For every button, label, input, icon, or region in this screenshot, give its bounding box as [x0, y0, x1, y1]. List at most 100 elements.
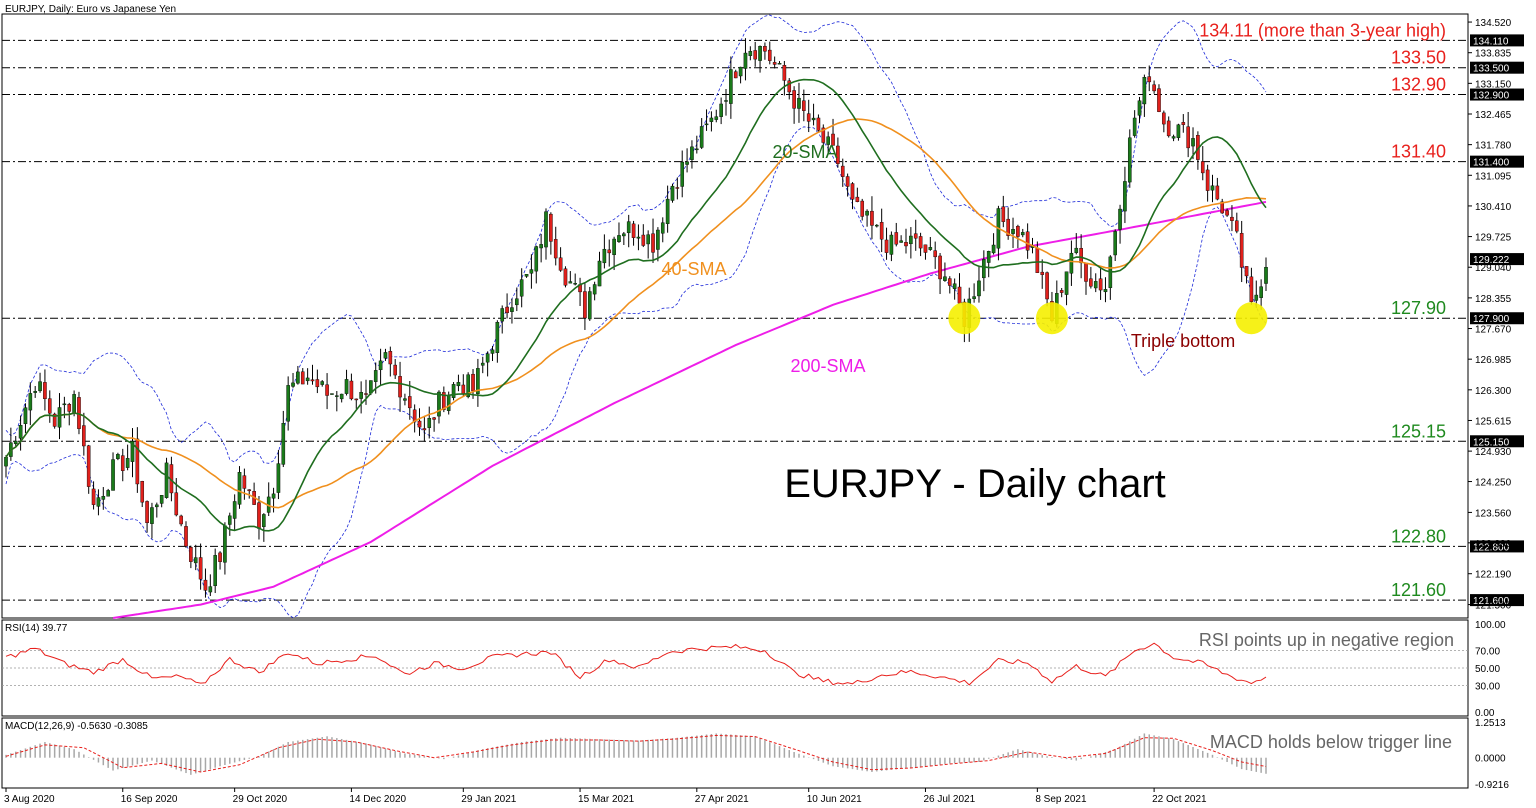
bullish-candle	[568, 281, 573, 284]
bullish-candle	[602, 248, 607, 264]
bullish-candle	[271, 493, 276, 499]
bullish-candle	[227, 515, 232, 525]
y-tick-label: 131.095	[1475, 171, 1512, 182]
x-tick-label: 27 Apr 2021	[695, 794, 749, 805]
bearish-candle	[1084, 262, 1088, 282]
bullish-candle	[539, 244, 543, 249]
bearish-candle	[836, 145, 840, 164]
sma40-line	[5, 118, 1267, 509]
bearish-candle	[1098, 278, 1103, 291]
bullish-candle	[660, 222, 665, 234]
bullish-candle	[986, 251, 991, 263]
bearish-candle	[821, 127, 826, 143]
current-price-label: 129.222	[1473, 255, 1510, 266]
bullish-candle	[656, 229, 660, 250]
bullish-candle	[28, 393, 33, 411]
bullish-candle	[622, 233, 626, 237]
bullish-candle	[208, 586, 213, 593]
bearish-candle	[1205, 169, 1210, 191]
bearish-candle	[894, 232, 899, 245]
bearish-candle	[1166, 120, 1171, 137]
bullish-candle	[427, 418, 432, 428]
bearish-candle	[67, 404, 72, 412]
bearish-candle	[870, 210, 874, 226]
bullish-candle	[466, 374, 470, 398]
bullish-candle	[500, 308, 505, 322]
bullish-candle	[237, 472, 242, 505]
bearish-candle	[1181, 122, 1186, 125]
bullish-candle	[373, 370, 378, 382]
y-tick-label: 128.355	[1475, 294, 1512, 305]
bullish-candle	[62, 403, 67, 406]
bullish-candle	[159, 495, 164, 504]
bearish-candle	[1230, 216, 1234, 221]
y-tick-label: 131.780	[1475, 141, 1512, 152]
bearish-candle	[763, 46, 767, 52]
bearish-candle	[558, 257, 563, 271]
bullish-candle	[524, 274, 529, 277]
y-tick-label: 122.880	[1475, 539, 1512, 550]
bearish-candle	[923, 244, 928, 253]
bullish-candle	[738, 66, 743, 77]
bearish-candle	[471, 373, 475, 392]
bullish-candle	[291, 382, 295, 387]
chart-annotation: 200-SMA	[790, 356, 865, 376]
y-tick-label: 130.410	[1475, 202, 1512, 213]
rsi-y-tick-label: 0.00	[1475, 708, 1495, 719]
bearish-candle	[218, 552, 222, 562]
bearish-candle	[802, 100, 806, 111]
bearish-candle	[189, 547, 193, 562]
bearish-candle	[1006, 218, 1010, 236]
bullish-candle	[1210, 185, 1215, 191]
level-label: 122.80	[1391, 526, 1446, 546]
y-tick-label: 129.040	[1475, 263, 1512, 274]
bullish-candle	[991, 244, 996, 254]
bullish-candle	[1127, 137, 1132, 183]
bearish-candle	[52, 413, 57, 427]
level-label: 125.15	[1391, 421, 1446, 441]
macd-y-tick-label: -0.9216	[1475, 780, 1509, 791]
y-tick-label: 124.250	[1475, 478, 1512, 489]
bearish-candle	[1200, 161, 1205, 174]
main-panel: 134.11 (more than 3-year high) 134.110 133…	[2, 14, 1524, 619]
bullish-candle	[383, 352, 388, 359]
bearish-candle	[242, 475, 247, 489]
macd-panel: 1.2513 0.0000 -0.9216	[5, 718, 1509, 791]
x-tick-label: 8 Sep 2021	[1035, 794, 1087, 805]
bearish-candle	[787, 80, 792, 93]
bearish-candle	[1147, 76, 1152, 83]
bearish-candle	[393, 364, 397, 376]
bullish-candle	[529, 269, 534, 274]
bullish-candle	[1069, 252, 1074, 274]
triple-bottom-marker	[948, 302, 981, 335]
bearish-candle	[845, 176, 850, 187]
bullish-candle	[339, 393, 344, 400]
bearish-candle	[855, 196, 860, 202]
triple-bottom-marker	[1035, 302, 1068, 335]
bearish-candle	[1249, 276, 1254, 303]
bearish-candle	[300, 371, 305, 385]
bearish-candle	[198, 557, 203, 580]
triple-bottom-marker	[1235, 302, 1268, 335]
bullish-candle	[96, 497, 101, 507]
y-tick-label: 127.670	[1475, 325, 1512, 336]
bullish-candle	[758, 46, 762, 61]
macd-header: MACD(12,26,9) -0.5630 -0.3085	[5, 721, 148, 732]
level-price-box-label: 122.800	[1473, 542, 1510, 553]
rsi-y-tick-label: 100.00	[1475, 620, 1506, 631]
bearish-candle	[432, 417, 436, 420]
rsi-y-tick-label: 50.00	[1475, 664, 1500, 675]
level-price-box	[1470, 88, 1524, 101]
bearish-candle	[315, 379, 320, 388]
level-label: 121.60	[1391, 580, 1446, 600]
bullish-candle	[296, 371, 300, 384]
level-label: 132.90	[1391, 75, 1446, 95]
bullish-candle	[714, 116, 719, 120]
level-label: 127.90	[1391, 298, 1446, 318]
bullish-candle	[378, 360, 383, 371]
current-price-box	[1470, 253, 1524, 266]
bullish-candle	[223, 525, 227, 563]
rsi-line	[5, 642, 1267, 686]
bullish-candle	[977, 280, 981, 297]
bullish-candle	[4, 456, 8, 467]
